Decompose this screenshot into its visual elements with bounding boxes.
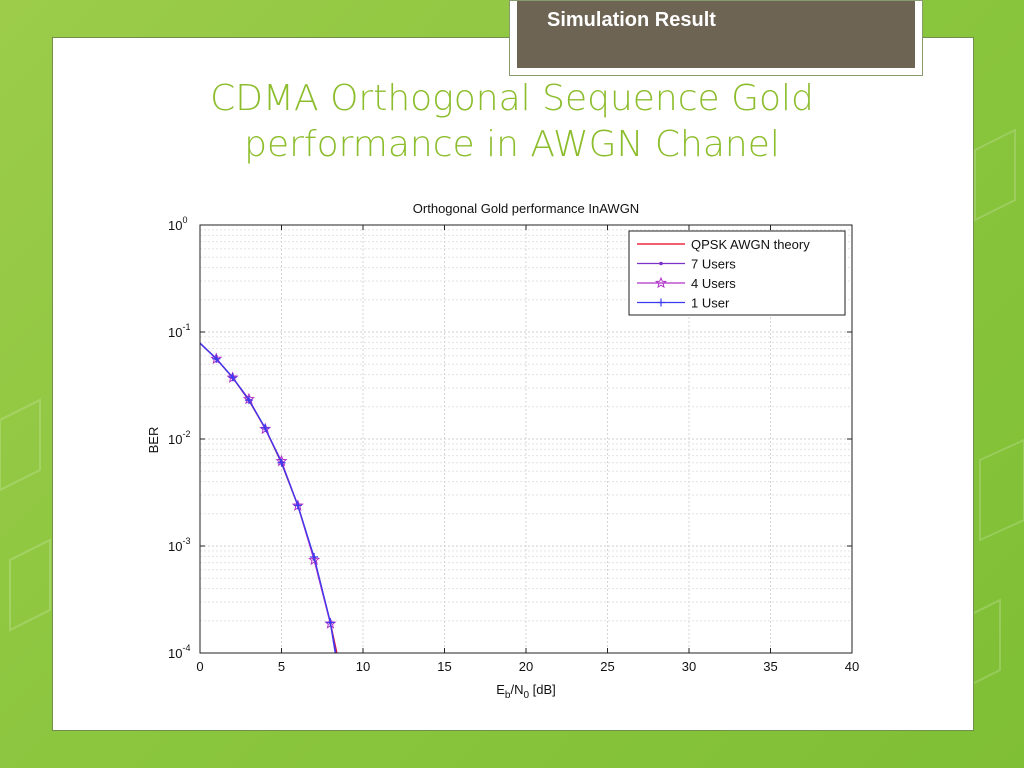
section-tag-label: Simulation Result [547, 9, 716, 31]
x-tick-label: 25 [600, 659, 614, 674]
y-tick-label: 10-4 [168, 643, 190, 661]
legend-box [628, 230, 846, 316]
y-axis-label: BER [146, 427, 161, 454]
series-line [199, 342, 338, 654]
x-tick-label: 30 [682, 659, 696, 674]
x-tick-label: 0 [196, 659, 203, 674]
slide-panel [52, 37, 974, 731]
legend-label: 7 Users [691, 257, 736, 272]
series-4-users [199, 342, 337, 654]
legend-entry: QPSK AWGN theory [637, 237, 810, 252]
data-point-dot [659, 261, 663, 266]
legend-label: 1 User [691, 296, 730, 311]
legend-label: QPSK AWGN theory [691, 237, 810, 252]
y-tick-label: 10-3 [168, 536, 190, 554]
series-1-user [199, 342, 336, 654]
x-tick-label: 15 [437, 659, 451, 674]
x-tick-label: 10 [356, 659, 370, 674]
series-qpsk-awgn-theory [199, 342, 338, 654]
series-line [199, 342, 336, 654]
chart-title: Orthogonal Gold performance InAWGN [413, 201, 639, 216]
section-tag-fill: Simulation Result [517, 1, 915, 68]
legend-label: 4 Users [691, 276, 736, 291]
y-tick-label: 10-2 [168, 429, 190, 447]
section-tag: Simulation Result [509, 0, 923, 76]
x-tick-label: 40 [845, 659, 859, 674]
legend-entry: 7 Users [637, 257, 736, 272]
x-axis-label-text: Eb/N0 [dB] [496, 682, 556, 701]
x-axis-label: Eb/N0 [dB] [496, 682, 556, 701]
series-line [199, 342, 336, 654]
y-tick-label: 100 [168, 215, 187, 233]
legend-entry: 1 User [637, 296, 730, 311]
chart-legend: QPSK AWGN theory 7 Users 4 Users 1 User [628, 230, 846, 316]
axis-ticks: 0 5 10 15 20 25 30 35 40 100 10-1 10-2 10-3 10-4 [168, 215, 859, 674]
x-tick-label: 5 [278, 659, 285, 674]
y-tick-label: 10-1 [168, 322, 190, 340]
x-tick-label: 35 [763, 659, 777, 674]
data-point-star [654, 276, 668, 289]
grid-lines [199, 224, 853, 654]
x-tick-label: 20 [519, 659, 533, 674]
slide-title: CDMA Orthogonal Sequence Gold performanc… [52, 76, 972, 168]
data-point-star [308, 553, 321, 566]
series-7-users [199, 342, 337, 654]
slide-title-line-2: performance in AWGN Chanel [244, 124, 780, 165]
slide-title-line-1: CDMA Orthogonal Sequence Gold [210, 78, 814, 119]
series-line [199, 342, 337, 654]
legend-entry: 4 Users [637, 276, 736, 291]
series-lines [199, 342, 338, 654]
